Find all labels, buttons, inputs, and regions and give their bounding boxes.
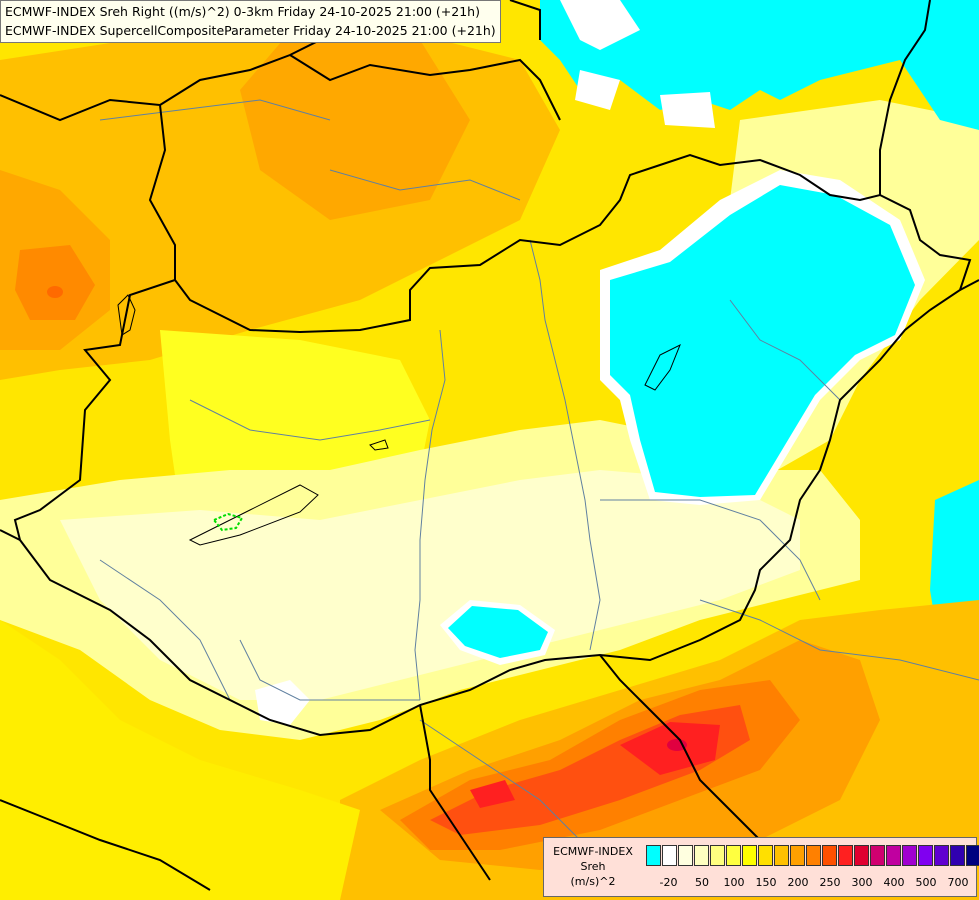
sreh-zero-north-3 xyxy=(660,92,715,128)
sreh-negative-northeast xyxy=(540,0,979,130)
legend-swatch xyxy=(758,845,773,866)
legend-swatch xyxy=(838,845,853,866)
legend-swatch xyxy=(950,845,965,866)
legend-tick-label: 700 xyxy=(947,876,969,889)
legend-swatches xyxy=(646,845,979,866)
legend-swatch xyxy=(710,845,725,866)
legend-ticks: -20 50 100 150 200 250 300 400 500 700 xyxy=(646,876,976,890)
sreh-peak-south-west xyxy=(470,780,515,808)
legend-tick-label: 500 xyxy=(915,876,937,889)
legend-line-1: ECMWF-INDEX xyxy=(553,845,633,858)
legend-swatch xyxy=(646,845,661,866)
rivers xyxy=(99,99,979,861)
legend-swatch xyxy=(902,845,917,866)
lake-neusiedl xyxy=(117,294,136,336)
legend-swatch xyxy=(806,845,821,866)
color-legend: ECMWF-INDEX Sreh (m/s)^2 -20 50 100 150 200 2… xyxy=(543,837,979,897)
legend-swatch xyxy=(822,845,837,866)
scp-contour-marker xyxy=(212,512,244,532)
sreh-250-west-core xyxy=(15,245,95,320)
lake-balaton xyxy=(188,484,319,546)
legend-swatch xyxy=(966,845,979,866)
legend-tick-label: 50 xyxy=(695,876,709,889)
legend-tick-label: 100 xyxy=(723,876,745,889)
sreh-100-150-southwest xyxy=(0,620,360,900)
legend-swatch xyxy=(870,845,885,866)
legend-swatch xyxy=(694,845,709,866)
legend-swatch xyxy=(790,845,805,866)
legend-swatch xyxy=(918,845,933,866)
legend-swatch xyxy=(774,845,789,866)
sreh-0-50-plain xyxy=(60,470,800,700)
title-line-2: ECMWF-INDEX SupercellCompositeParameter … xyxy=(5,23,496,38)
legend-line-3: (m/s)^2 xyxy=(570,875,616,888)
legend-tick-label: 300 xyxy=(851,876,873,889)
legend-swatch xyxy=(854,845,869,866)
legend-tick-label: 200 xyxy=(787,876,809,889)
legend-line-2: Sreh xyxy=(580,860,606,873)
sreh-zero-north xyxy=(560,0,640,50)
legend-title: ECMWF-INDEX Sreh (m/s)^2 xyxy=(544,844,642,889)
legend-swatch xyxy=(726,845,741,866)
legend-swatch xyxy=(742,845,757,866)
legend-tick-label: -20 xyxy=(659,876,678,889)
lake-velence xyxy=(369,439,389,451)
legend-tick-label: 150 xyxy=(755,876,777,889)
legend-swatch xyxy=(678,845,693,866)
sreh-zero-southwest xyxy=(255,680,310,725)
sreh-peak-west xyxy=(47,286,63,298)
legend-swatch xyxy=(662,845,677,866)
sreh-negative-south xyxy=(448,606,548,658)
lake-tisza xyxy=(644,343,681,391)
sreh-zero-north-2 xyxy=(575,70,620,110)
legend-tick-label: 400 xyxy=(883,876,905,889)
legend-swatch xyxy=(886,845,901,866)
legend-swatch xyxy=(934,845,949,866)
map-title-box: ECMWF-INDEX Sreh Right ((m/s)^2) 0-3km F… xyxy=(0,0,501,43)
sreh-200-north-core xyxy=(240,20,470,220)
title-line-1: ECMWF-INDEX Sreh Right ((m/s)^2) 0-3km F… xyxy=(5,4,480,19)
legend-tick-label: 250 xyxy=(819,876,841,889)
